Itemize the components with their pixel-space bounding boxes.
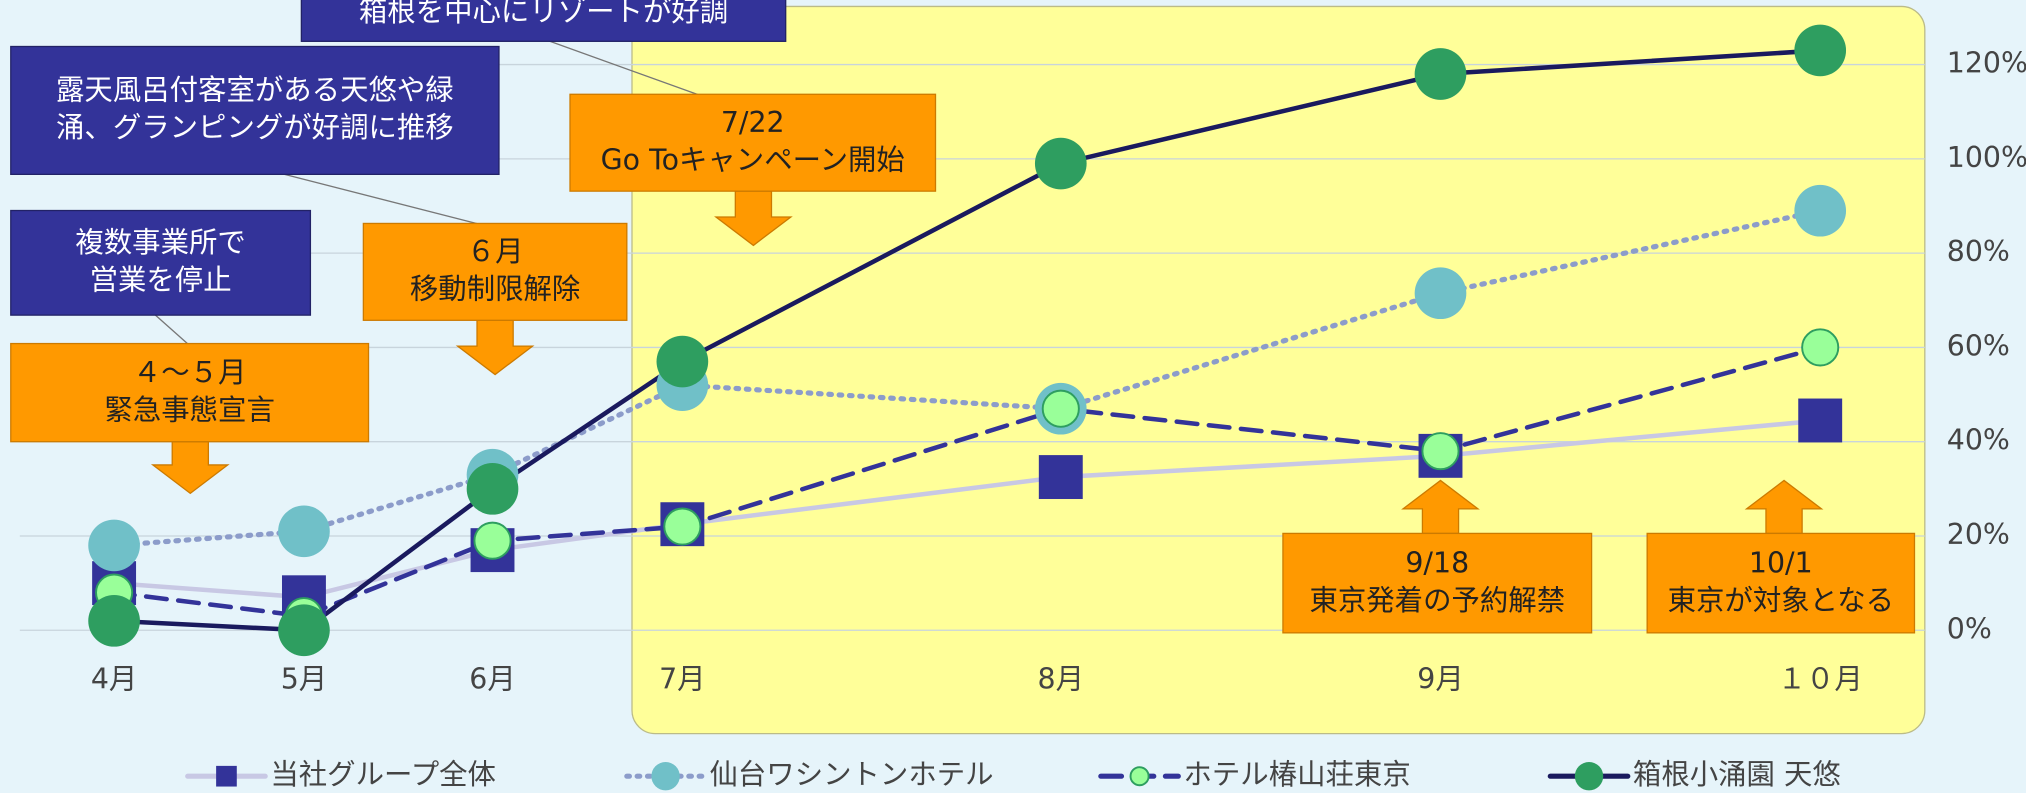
arrow [455, 319, 535, 376]
annotation-text: 涌、グランピングが好調に推移 [56, 111, 454, 144]
y-tick-label: 120% [1947, 47, 2026, 80]
connector [542, 38, 705, 98]
marker [278, 604, 330, 657]
marker [1041, 389, 1080, 428]
arrow [150, 441, 230, 495]
marker [1038, 455, 1083, 500]
annotation-text: ６月 [467, 235, 524, 268]
legend-marker [651, 762, 680, 791]
annotation-text: 移動制限解除 [410, 273, 580, 306]
event-box [362, 222, 628, 321]
x-tick-label: １０月 [1778, 663, 1863, 696]
annotation-text: 緊急事態宣言 [104, 393, 274, 426]
marker [1034, 137, 1087, 190]
marker [1414, 267, 1467, 320]
annotation-text: 9/18 [1405, 546, 1469, 579]
annotation-text: 東京が対象となる [1668, 584, 1894, 617]
marker [473, 521, 512, 560]
annotation-text: 10/1 [1749, 546, 1813, 579]
y-tick-label: 100% [1947, 141, 2026, 174]
marker [1794, 24, 1847, 77]
legend-marker [1574, 762, 1604, 791]
connector [154, 314, 191, 347]
marker [1414, 48, 1467, 100]
note-box [10, 45, 500, 176]
annotation: 10/1 東京が対象となる [1646, 479, 1916, 634]
annotation-text: 営業を停止 [90, 264, 232, 297]
marker [278, 505, 330, 558]
legend-label: 仙台ワシントンホテル [709, 758, 993, 791]
y-tick-label: 60% [1947, 329, 2010, 362]
marker [663, 507, 702, 546]
x-tick-label: 8月 [1038, 663, 1084, 696]
annotation-text: 7/22 [721, 106, 785, 139]
note-box [300, 0, 787, 42]
arrow [714, 190, 793, 247]
annotation-text: ４～５月 [133, 356, 247, 389]
marker [88, 519, 140, 572]
legend-label: 箱根小涌園 天悠 [1633, 758, 1841, 791]
event-box [1646, 532, 1916, 634]
legend-marker [1129, 766, 1150, 787]
x-tick-label: 5月 [281, 663, 327, 696]
annotation: 箱根を中心にリゾートが好調 [300, 0, 787, 98]
annotation-text: 箱根を中心にリゾートが好調 [359, 0, 728, 28]
x-tick-label: 9月 [1417, 663, 1463, 696]
y-tick-label: 80% [1947, 235, 2010, 268]
annotation-text: 露天風呂付客室がある天悠や緑 [56, 74, 454, 107]
annotation: 7/22 Go Toキャンペーン開始 [569, 93, 937, 247]
marker [1794, 184, 1847, 237]
marker [1421, 432, 1460, 471]
legend-label: ホテル椿山荘東京 [1183, 758, 1410, 791]
note-box [10, 209, 312, 316]
x-tick-label: 6月 [469, 663, 515, 696]
x-tick-label: 4月 [91, 663, 137, 696]
event-box [569, 93, 937, 192]
annotation-text: Go Toキャンペーン開始 [601, 143, 905, 176]
y-tick-label: 20% [1947, 518, 2010, 551]
highlight-period [631, 5, 1926, 735]
connector [284, 173, 492, 228]
legend-marker [216, 765, 237, 787]
annotation-text: 東京発着の予約解禁 [1309, 584, 1565, 617]
marker [1798, 398, 1843, 443]
event-box [10, 342, 370, 443]
marker [466, 463, 519, 515]
annotation-text: 複数事業所で [75, 226, 245, 259]
x-tick-label: 7月 [659, 663, 705, 696]
marker [1801, 328, 1840, 367]
marker [656, 335, 709, 388]
y-tick-label: 40% [1947, 424, 2010, 457]
marker [88, 595, 140, 647]
annotation: 9/18 東京発着の予約解禁 [1282, 479, 1593, 634]
y-tick-label: 0% [1947, 612, 1992, 645]
arrow [1401, 479, 1480, 535]
event-box [1282, 532, 1593, 634]
legend-label: 当社グループ全体 [270, 758, 496, 791]
arrow [1744, 479, 1824, 535]
